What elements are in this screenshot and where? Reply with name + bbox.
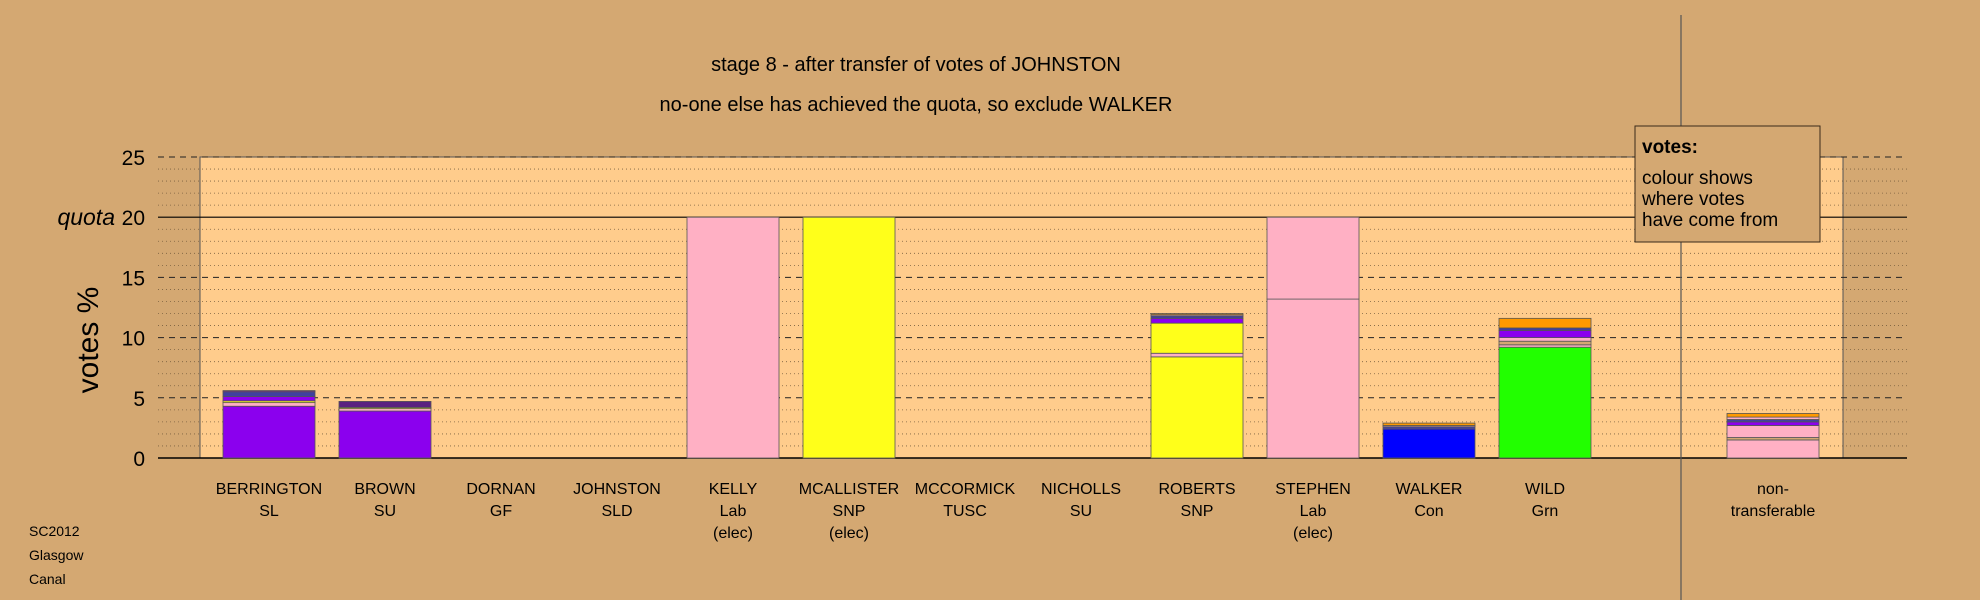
plot-panel: [199, 156, 1844, 459]
candidate-name-roberts: ROBERTS: [1158, 481, 1235, 498]
bar-wild-segment: [1498, 329, 1592, 339]
y-tick-label: 25: [122, 147, 145, 170]
candidate-party-nicholls: SU: [1070, 503, 1092, 520]
bar-brown-segment: [338, 401, 432, 408]
legend-title: votes:: [1642, 137, 1698, 158]
candidate-party-mcallister: SNP: [833, 503, 866, 520]
candidate-party-dornan: GF: [490, 503, 512, 520]
candidate-party-brown: SU: [374, 503, 396, 520]
bar-berrington-segment: [222, 396, 316, 402]
legend-line-2: where votes: [1641, 189, 1744, 210]
nontransferable-label-line: non-: [1757, 481, 1789, 498]
footer-line-3: Canal: [29, 571, 66, 587]
candidate-party-kelly: Lab: [720, 503, 747, 520]
y-tick-label: 10: [122, 328, 145, 351]
candidate-name-berrington: BERRINGTON: [216, 481, 322, 498]
legend-box: [1634, 125, 1821, 243]
bar-roberts-segment: [1150, 317, 1244, 324]
candidate-name-mccormick: MCCORMICK: [915, 481, 1016, 498]
bar-walker-segment: [1382, 428, 1476, 459]
bar-brown-segment: [338, 410, 432, 459]
footer: SC2012 Glasgow Canal: [29, 523, 84, 587]
bar-roberts-segment: [1150, 356, 1244, 459]
quota-label: quota: [57, 204, 115, 230]
bar-wild-segment: [1498, 340, 1592, 346]
legend-line-1: colour shows: [1642, 168, 1753, 189]
bar-walker-segment: [1382, 422, 1476, 426]
y-tick-label: 0: [133, 448, 145, 471]
bar-berrington-segment: [222, 405, 316, 459]
plot-area: 0 5 10 15 20 25 quota: [57, 15, 1907, 600]
y-tick-label: 15: [122, 267, 145, 290]
bar-roberts-segment: [1150, 322, 1244, 354]
y-axis-label: votes %: [72, 287, 105, 394]
y-tick-label: 20: [122, 207, 145, 230]
footer-line-1: SC2012: [29, 523, 80, 539]
candidate-name-brown: BROWN: [354, 481, 415, 498]
chart-subtitle: no-one else has achieved the quota, so e…: [660, 94, 1173, 116]
candidate-party-stephen: Lab: [1300, 503, 1327, 520]
y-tick-label: 5: [133, 388, 145, 411]
candidate-party-walker: Con: [1414, 503, 1443, 520]
footer-line-2: Glasgow: [29, 547, 84, 563]
candidate-note-mcallister: (elec): [829, 525, 869, 542]
bar-berrington-segment: [222, 391, 316, 397]
nontransferable-label-line: transferable: [1731, 503, 1816, 520]
bar-wild-segment: [1498, 346, 1592, 459]
bar-berrington-segment: [222, 390, 316, 393]
bar-roberts-segment: [1150, 352, 1244, 358]
bar-stephen-segment: [1266, 298, 1360, 459]
candidate-name-walker: WALKER: [1396, 481, 1463, 498]
candidate-party-mccormick: TUSC: [943, 503, 987, 520]
bar-roberts-segment: [1150, 313, 1244, 316]
bar-nontransferable-segment: [1726, 421, 1820, 426]
candidate-name-johnston: JOHNSTON: [573, 481, 661, 498]
bar-berrington-segment: [222, 402, 316, 407]
bar-wild-segment: [1498, 317, 1592, 329]
candidate-name-kelly: KELLY: [709, 481, 758, 498]
category-labels: BERRINGTON SL BROWN SU DORNAN GF JOHNSTON SLD KE…: [216, 481, 1816, 542]
candidate-name-mcallister: MCALLISTER: [799, 481, 899, 498]
candidate-note-kelly: (elec): [713, 525, 753, 542]
bar-nontransferable-segment: [1726, 425, 1820, 438]
legend: votes: colour shows where votes have com…: [1634, 125, 1821, 243]
bar-nontransferable-segment: [1726, 413, 1820, 418]
candidate-party-johnston: SLD: [601, 503, 632, 520]
legend-line-3: have come from: [1642, 210, 1778, 231]
candidate-name-dornan: DORNAN: [466, 481, 535, 498]
candidate-party-berrington: SL: [259, 503, 279, 520]
chart-title: stage 8 - after transfer of votes of JOH…: [711, 54, 1121, 76]
candidate-party-roberts: SNP: [1181, 503, 1214, 520]
bars: [222, 216, 1820, 459]
bar-nontransferable-segment: [1726, 439, 1820, 459]
candidate-note-stephen: (elec): [1293, 525, 1333, 542]
bar-kelly-segment: [686, 216, 780, 459]
candidate-name-nicholls: NICHOLLS: [1041, 481, 1121, 498]
candidate-name-wild: WILD: [1525, 481, 1565, 498]
candidate-party-wild: Grn: [1532, 503, 1559, 520]
bar-wild-segment: [1498, 337, 1592, 342]
candidate-name-stephen: STEPHEN: [1275, 481, 1351, 498]
bar-mcallister-segment: [802, 216, 896, 459]
bar-stephen-segment: [1266, 216, 1360, 300]
